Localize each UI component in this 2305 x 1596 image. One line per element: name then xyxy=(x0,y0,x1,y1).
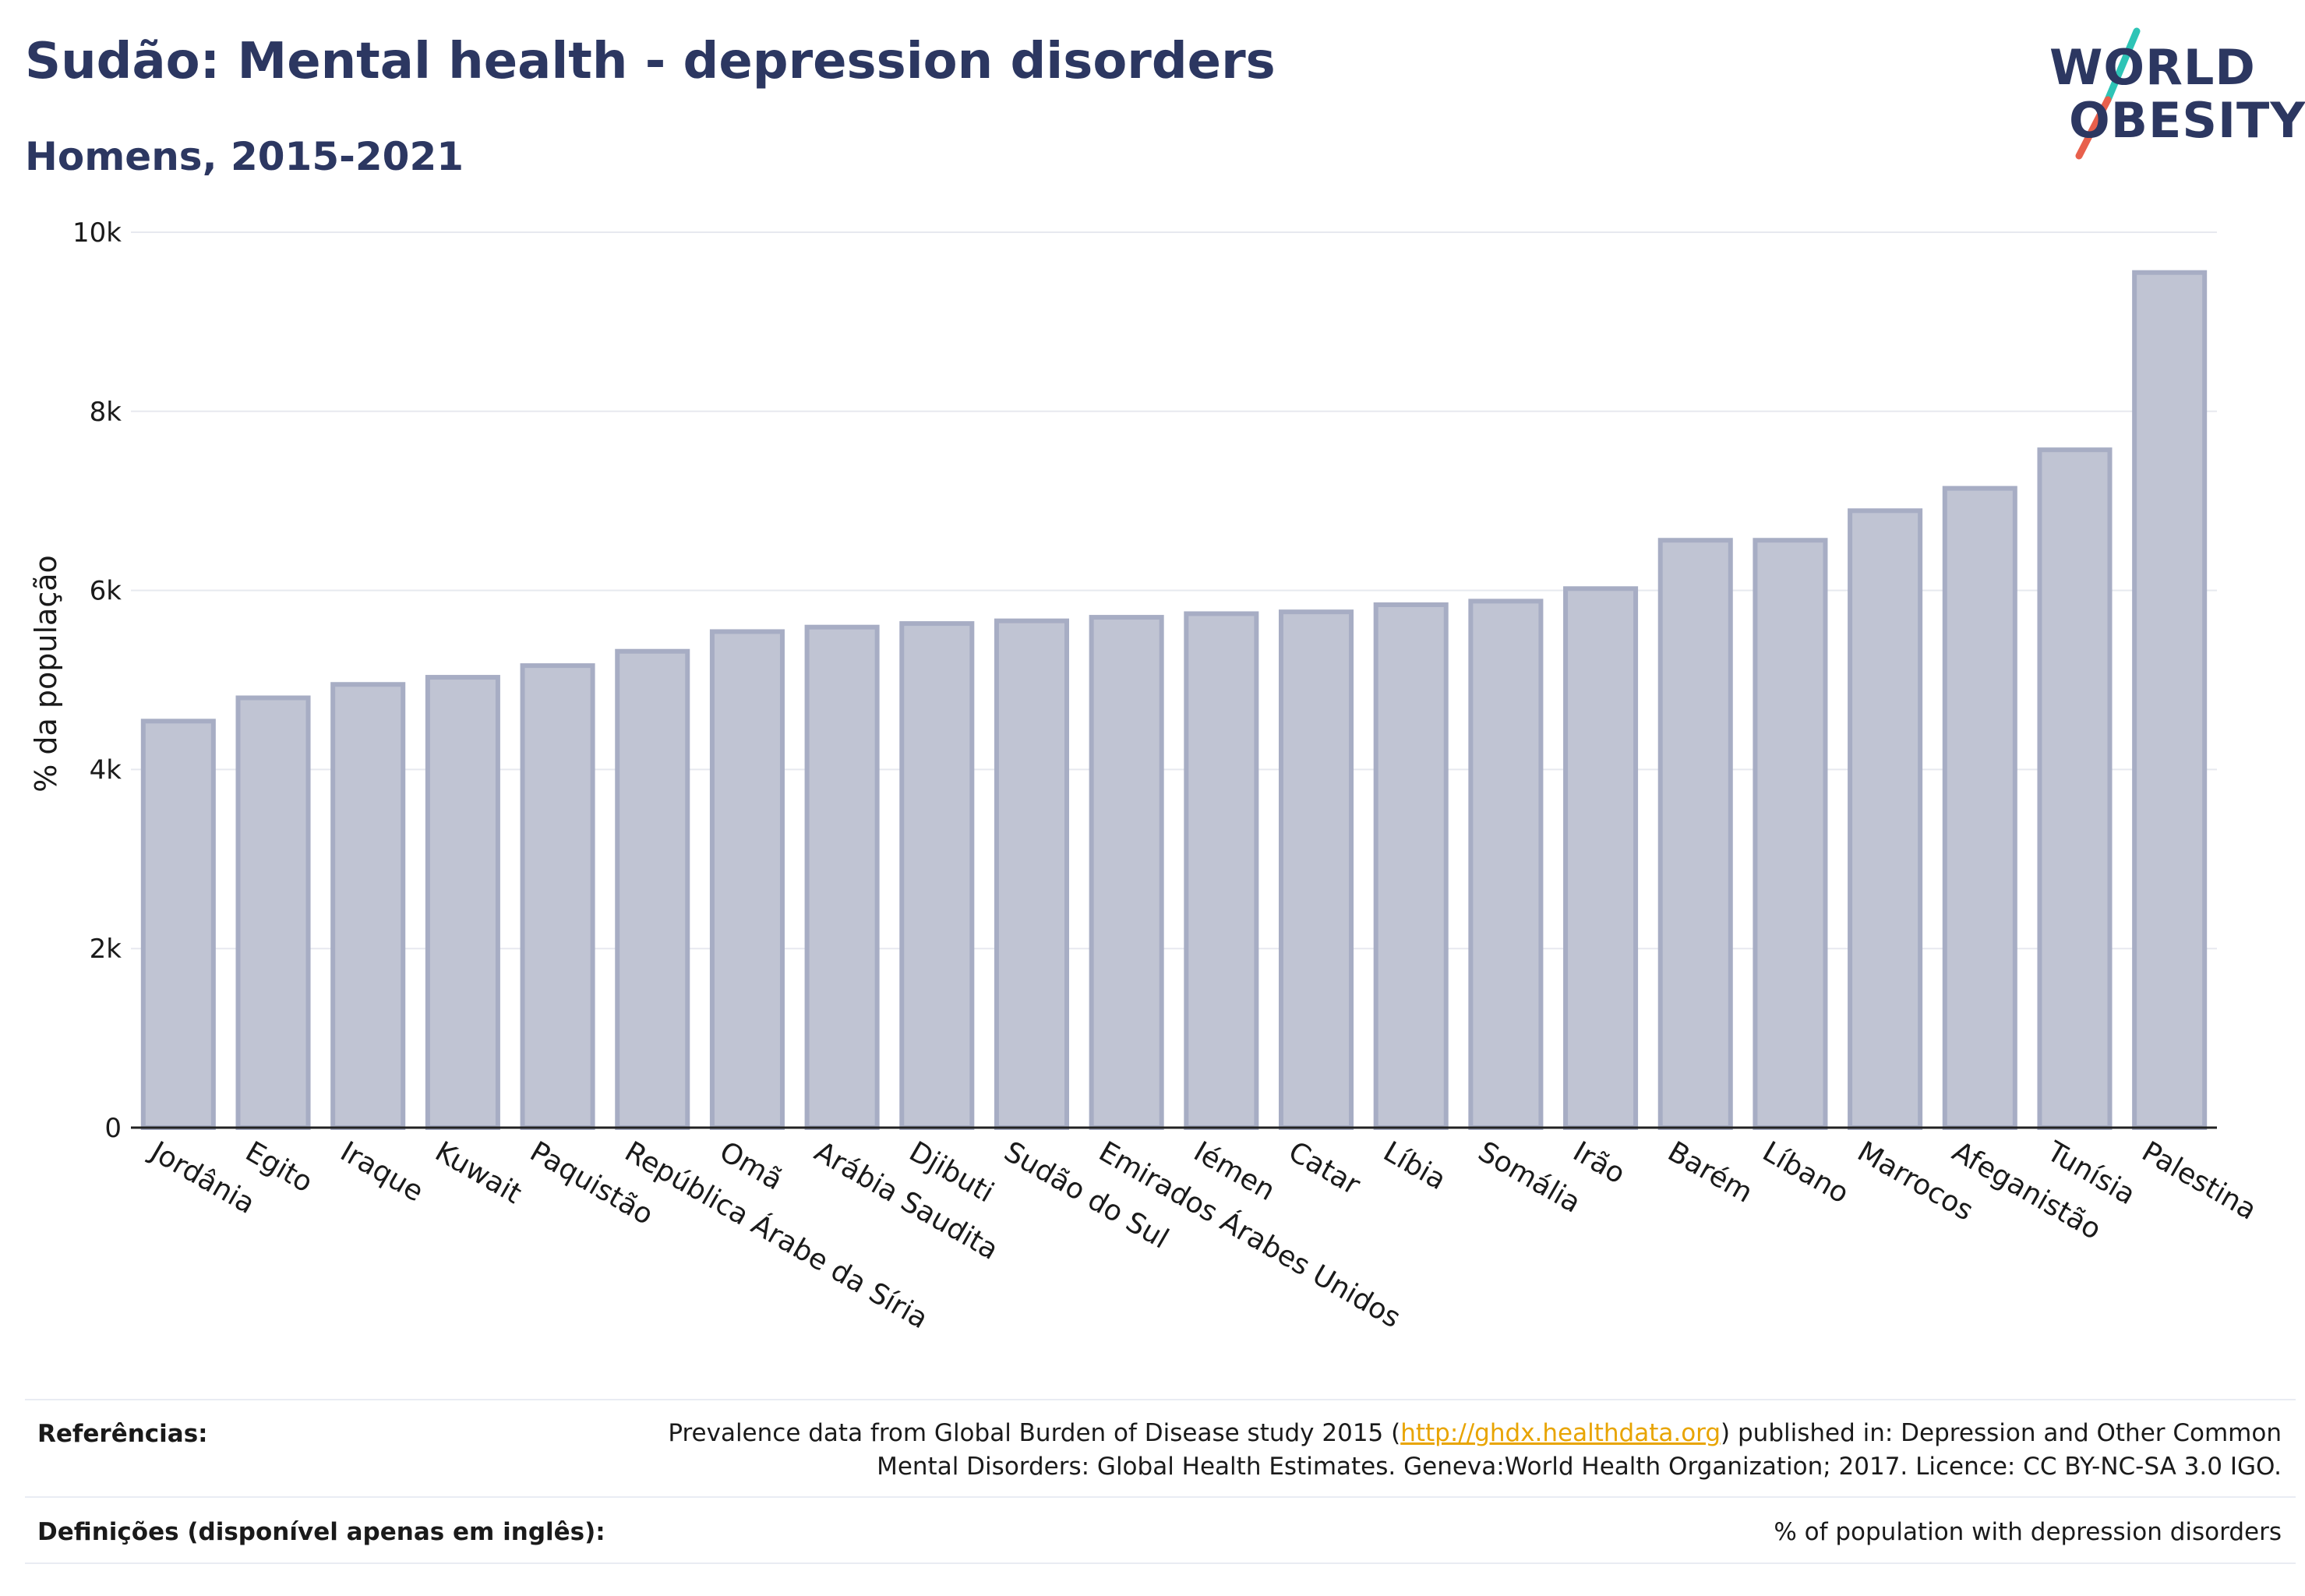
chart-title: Sudão: Mental health - depression disord… xyxy=(25,33,1276,90)
x-tick-label: Kuwait xyxy=(429,1135,527,1210)
footer-divider xyxy=(25,1496,2296,1498)
bar xyxy=(520,663,595,1130)
bar xyxy=(1848,508,1923,1130)
logo-word-obesity: OBESITY xyxy=(2069,92,2305,149)
bar xyxy=(1468,598,1544,1130)
bar xyxy=(1373,602,1449,1130)
bar xyxy=(330,682,406,1130)
bar xyxy=(804,624,880,1130)
bar xyxy=(2037,447,2113,1130)
bar xyxy=(615,648,690,1130)
bar xyxy=(1089,615,1164,1130)
x-tick-label: Sudão do Sul xyxy=(998,1135,1174,1255)
bar xyxy=(1563,586,1639,1130)
bar xyxy=(2132,270,2208,1131)
x-tick-label: Jordânia xyxy=(144,1135,260,1220)
y-tick-label: 0 xyxy=(104,1113,122,1144)
bar xyxy=(994,618,1069,1130)
bar xyxy=(140,719,216,1130)
bar xyxy=(1657,538,1733,1130)
world-obesity-logo: WORLD OBESITY xyxy=(2026,23,2305,164)
y-tick-label: 8k xyxy=(90,397,122,428)
x-tick-label: Iraque xyxy=(335,1135,429,1208)
y-tick-label: 2k xyxy=(90,934,122,965)
y-tick-label: 10k xyxy=(72,217,122,249)
logo-word-world: WORLD xyxy=(2049,39,2256,96)
x-tick-label: Palestina xyxy=(2137,1135,2262,1227)
x-tick-label: Líbia xyxy=(1378,1135,1451,1196)
references-text: Prevalence data from Global Burden of Di… xyxy=(567,1417,2282,1484)
y-tick-label: 4k xyxy=(90,754,122,786)
logo-slash-icon xyxy=(2075,27,2141,160)
bar xyxy=(709,629,785,1130)
y-tick-label: 6k xyxy=(90,576,122,607)
references-text-after: ) published in: Depression and Other Com… xyxy=(1721,1419,2282,1447)
x-tick-label: Irão xyxy=(1568,1135,1631,1190)
footer-divider xyxy=(25,1399,2296,1400)
x-tick-label: Somália xyxy=(1473,1135,1586,1220)
x-tick-label: Catar xyxy=(1283,1135,1366,1202)
x-tick-label: Barém xyxy=(1662,1135,1758,1209)
references-label: Referências: xyxy=(37,1420,208,1448)
references-text-line2: Mental Disorders: Global Health Estimate… xyxy=(877,1453,2282,1481)
bar xyxy=(899,621,975,1130)
y-axis-label: % da população xyxy=(29,555,63,793)
footer-divider xyxy=(25,1562,2296,1564)
bar xyxy=(1942,486,2017,1130)
definitions-text: % of population with depression disorder… xyxy=(1774,1518,2282,1546)
references-link[interactable]: http://ghdx.healthdata.org xyxy=(1400,1419,1721,1447)
bar xyxy=(1753,538,1828,1130)
x-tick-label: Líbano xyxy=(1757,1135,1854,1209)
bar xyxy=(1184,611,1259,1130)
definitions-label: Definições (disponível apenas em inglês)… xyxy=(37,1518,605,1546)
bar xyxy=(1279,609,1354,1130)
bar xyxy=(425,675,500,1130)
bar xyxy=(235,695,311,1130)
references-text-before: Prevalence data from Global Burden of Di… xyxy=(668,1419,1401,1447)
chart-subtitle: Homens, 2015-2021 xyxy=(25,134,464,179)
